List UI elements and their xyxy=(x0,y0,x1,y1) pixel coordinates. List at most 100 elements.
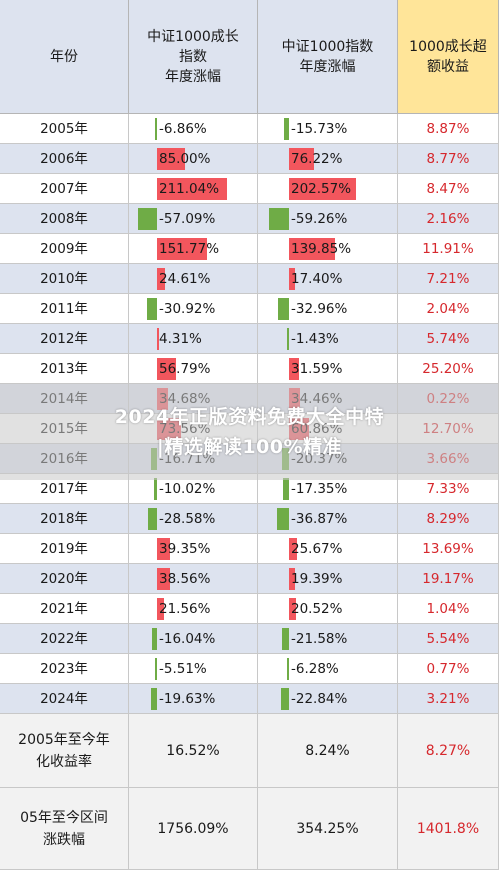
index-value: -6.28% xyxy=(291,661,339,677)
excess-cell: 2.04% xyxy=(398,294,499,324)
index-bar xyxy=(289,238,336,260)
growth-bar xyxy=(157,538,170,560)
growth-bar xyxy=(157,148,186,170)
table-row: 2008年 -57.09% -59.26% 2.16% xyxy=(0,204,499,234)
year-cell: 2010年 xyxy=(0,264,129,294)
growth-value: 38.56% xyxy=(159,571,211,587)
growth-bar xyxy=(157,268,166,290)
index-cell: 19.39% xyxy=(258,564,398,594)
index-cell: 139.85% xyxy=(258,234,398,264)
index-bar xyxy=(289,358,300,380)
index-value: -15.73% xyxy=(291,121,348,137)
growth-value: -30.92% xyxy=(159,301,216,317)
index-cell: -15.73% xyxy=(258,114,398,144)
summary-index: 354.25% xyxy=(258,788,398,870)
excess-cell: 0.77% xyxy=(398,654,499,684)
summary-label: 05年至今区间 涨跌幅 xyxy=(0,788,129,870)
excess-cell: 5.74% xyxy=(398,324,499,354)
growth-cell: -19.63% xyxy=(129,684,258,714)
excess-cell: 2.16% xyxy=(398,204,499,234)
summary-growth: 16.52% xyxy=(129,714,258,788)
index-bar xyxy=(269,208,289,230)
header-excess-return: 1000成长超 额收益 xyxy=(398,0,499,114)
growth-value: -19.63% xyxy=(159,691,216,707)
table-row: 2007年 211.04% 202.57% 8.47% xyxy=(0,174,499,204)
growth-bar xyxy=(146,298,157,320)
growth-value: 24.61% xyxy=(159,271,211,287)
excess-cell: 7.21% xyxy=(398,264,499,294)
index-value: 19.39% xyxy=(291,571,343,587)
growth-value: -10.02% xyxy=(159,481,216,497)
year-cell: 2017年 xyxy=(0,474,129,504)
growth-cell: -10.02% xyxy=(129,474,258,504)
index-bar xyxy=(289,178,356,200)
year-cell: 2021年 xyxy=(0,594,129,624)
summary-growth: 1756.09% xyxy=(129,788,258,870)
index-cell: -32.96% xyxy=(258,294,398,324)
excess-cell: 8.29% xyxy=(398,504,499,534)
summary-excess: 1401.8% xyxy=(398,788,499,870)
watermark-line-1: 2024年正版资料免费大全中特 xyxy=(114,406,385,428)
growth-bar xyxy=(155,658,157,680)
index-value: 25.67% xyxy=(291,541,343,557)
index-bar xyxy=(286,658,289,680)
index-cell: 31.59% xyxy=(258,354,398,384)
growth-value: 39.35% xyxy=(159,541,211,557)
table-row: 2005年 -6.86% -15.73% 8.87% xyxy=(0,114,499,144)
growth-cell: -28.58% xyxy=(129,504,258,534)
index-bar xyxy=(283,478,289,500)
index-value: -36.87% xyxy=(291,511,348,527)
index-value: 202.57% xyxy=(291,181,352,197)
index-cell: 76.22% xyxy=(258,144,398,174)
growth-value: 85.00% xyxy=(159,151,211,167)
index-value: -17.35% xyxy=(291,481,348,497)
index-value: 17.40% xyxy=(291,271,343,287)
year-cell: 2022年 xyxy=(0,624,129,654)
year-cell: 2024年 xyxy=(0,684,129,714)
index-cell: 25.67% xyxy=(258,534,398,564)
growth-bar xyxy=(157,358,176,380)
year-cell: 2007年 xyxy=(0,174,129,204)
index-cell: -36.87% xyxy=(258,504,398,534)
year-cell: 2013年 xyxy=(0,354,129,384)
growth-cell: 85.00% xyxy=(129,144,258,174)
index-cell: 17.40% xyxy=(258,264,398,294)
table-row: 2023年 -5.51% -6.28% 0.77% xyxy=(0,654,499,684)
growth-value: -57.09% xyxy=(159,211,216,227)
watermark-banner: 2024年正版资料免费大全中特 |精选解读100%精准 xyxy=(0,384,499,480)
growth-cell: -30.92% xyxy=(129,294,258,324)
growth-bar xyxy=(157,328,159,350)
summary-index: 8.24% xyxy=(258,714,398,788)
index-value: -59.26% xyxy=(291,211,348,227)
summary-label: 2005年至今年 化收益率 xyxy=(0,714,129,788)
index-bar xyxy=(278,298,289,320)
growth-bar xyxy=(153,478,157,500)
index-cell: -17.35% xyxy=(258,474,398,504)
growth-cell: 151.77% xyxy=(129,234,258,264)
growth-bar xyxy=(150,688,157,710)
table-row: 2021年 21.56% 20.52% 1.04% xyxy=(0,594,499,624)
table-row: 2010年 24.61% 17.40% 7.21% xyxy=(0,264,499,294)
index-cell: 20.52% xyxy=(258,594,398,624)
growth-bar xyxy=(151,628,157,650)
growth-value: 211.04% xyxy=(159,181,220,197)
table-row: 2011年 -30.92% -32.96% 2.04% xyxy=(0,294,499,324)
growth-cell: -6.86% xyxy=(129,114,258,144)
excess-cell: 19.17% xyxy=(398,564,499,594)
year-cell: 2005年 xyxy=(0,114,129,144)
year-cell: 2012年 xyxy=(0,324,129,354)
year-cell: 2019年 xyxy=(0,534,129,564)
excess-cell: 25.20% xyxy=(398,354,499,384)
table-row: 2020年 38.56% 19.39% 19.17% xyxy=(0,564,499,594)
excess-cell: 5.54% xyxy=(398,624,499,654)
growth-value: -6.86% xyxy=(159,121,207,137)
index-bar xyxy=(283,118,289,140)
excess-cell: 11.91% xyxy=(398,234,499,264)
index-cell: -59.26% xyxy=(258,204,398,234)
index-value: -22.84% xyxy=(291,691,348,707)
table-row: 2024年 -19.63% -22.84% 3.21% xyxy=(0,684,499,714)
index-bar xyxy=(289,538,298,560)
growth-bar xyxy=(157,178,227,200)
index-value: 20.52% xyxy=(291,601,343,617)
index-bar xyxy=(287,328,289,350)
